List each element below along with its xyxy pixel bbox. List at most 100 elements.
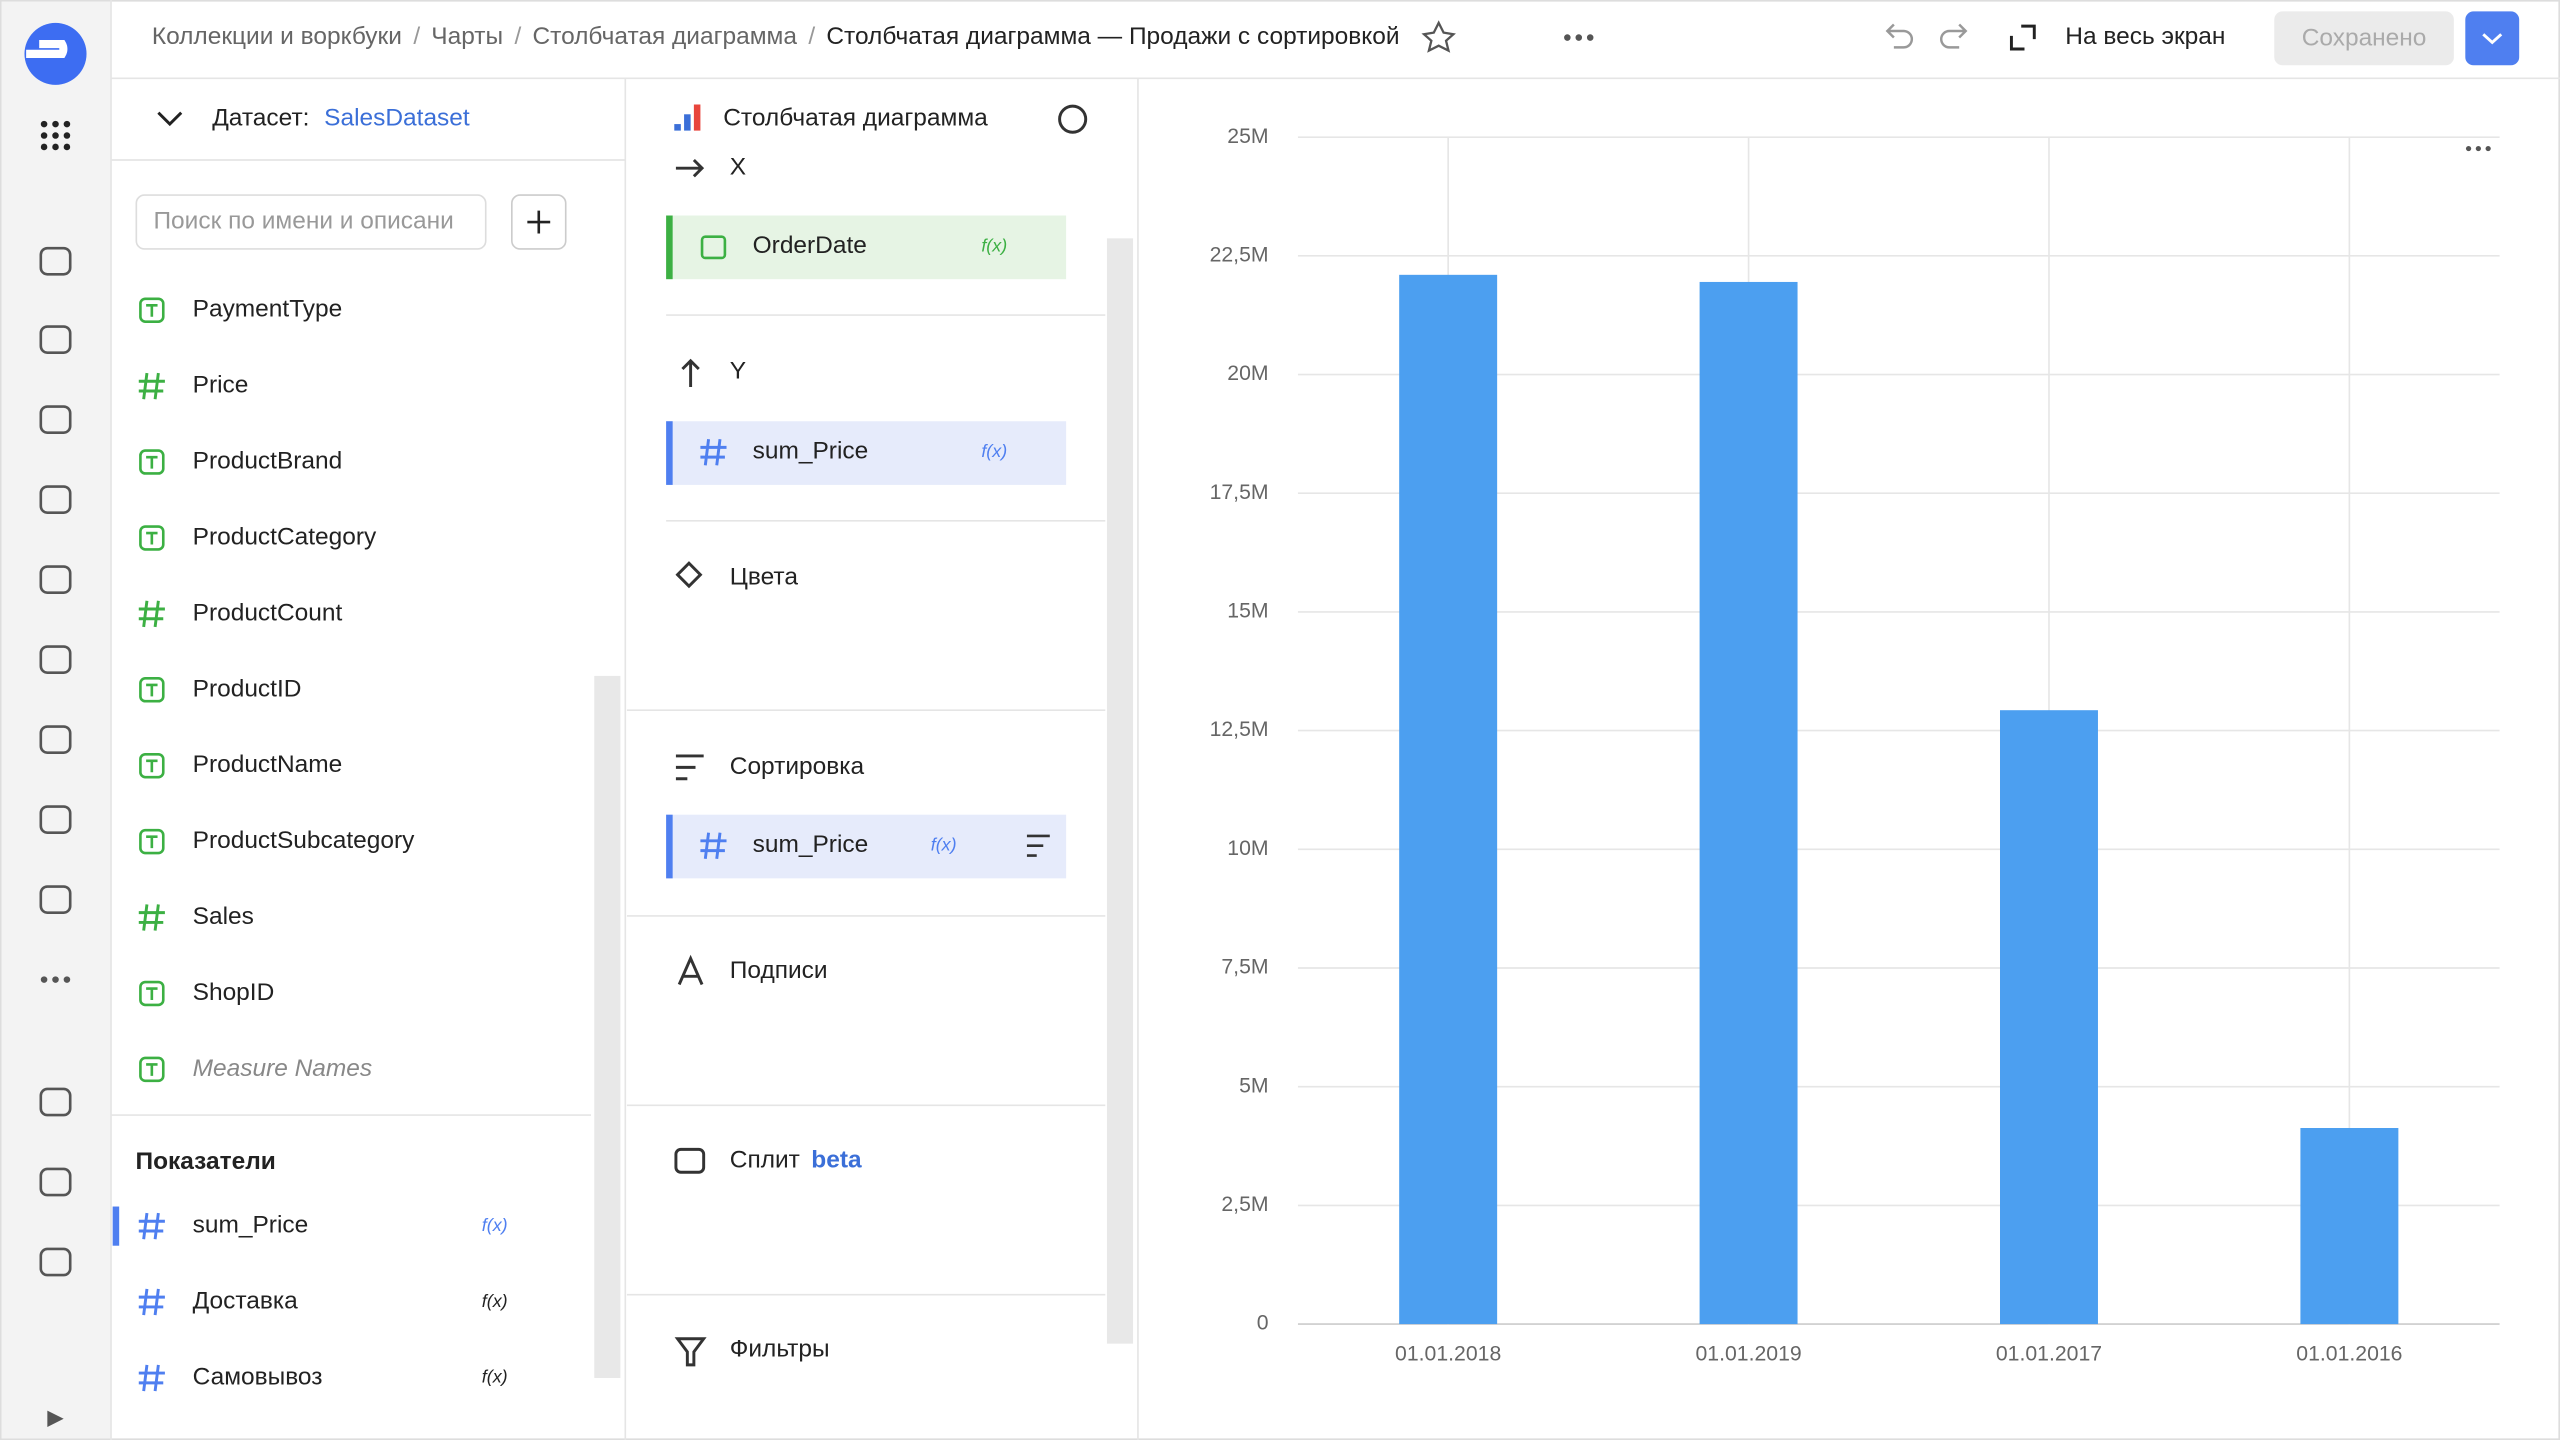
visualization-type[interactable]: Столбчатая диаграмма xyxy=(723,105,988,132)
chart-type-icon xyxy=(674,124,681,131)
nav-more xyxy=(40,976,48,983)
chart-menu[interactable] xyxy=(2485,145,2491,152)
section-title: Сплит xyxy=(730,1146,800,1173)
type-icon xyxy=(146,987,158,1000)
favorite-button[interactable] xyxy=(1421,20,1456,53)
section-icon xyxy=(675,754,704,781)
settings-button[interactable] xyxy=(1058,104,1088,134)
nav-icon[interactable] xyxy=(39,1087,72,1117)
chart-menu[interactable] xyxy=(2475,145,2481,152)
more-button[interactable] xyxy=(1575,34,1583,41)
type-icon xyxy=(146,835,158,849)
type-icon xyxy=(138,904,165,931)
section-icon xyxy=(675,158,705,178)
more-button[interactable] xyxy=(1586,34,1594,41)
chart-menu[interactable] xyxy=(2465,145,2472,152)
section-icon xyxy=(677,954,704,986)
nav-icon[interactable] xyxy=(39,565,72,594)
formula-badge: f(x) xyxy=(482,1367,508,1387)
type-icon xyxy=(139,1056,165,1083)
breadcrumb[interactable]: Столбчатая диаграмма xyxy=(532,23,797,50)
nav-more xyxy=(52,976,59,983)
nav-icon[interactable] xyxy=(39,485,72,514)
nav-more xyxy=(63,976,71,983)
y-tick-label: 15M xyxy=(1227,600,1268,623)
field-chip-edge xyxy=(666,215,673,280)
type-icon xyxy=(139,449,165,475)
y-tick-label: 22,5M xyxy=(1210,243,1269,266)
field-chip-label: sum_Price xyxy=(753,438,869,465)
field-chip[interactable] xyxy=(666,215,1067,280)
type-icon xyxy=(146,683,158,697)
measures-title: Показатели xyxy=(136,1148,276,1175)
field-chip[interactable] xyxy=(666,814,1067,879)
field-chip-label: sum_Price xyxy=(753,831,869,858)
section-title: Y xyxy=(730,358,746,385)
selected-marker xyxy=(112,1206,120,1246)
search-input[interactable] xyxy=(135,194,487,250)
breadcrumb[interactable]: Коллекции и воркбуки xyxy=(152,23,402,50)
breadcrumb[interactable]: Чарты xyxy=(431,23,503,50)
dimension-field[interactable]: ProductID xyxy=(193,675,302,702)
type-icon xyxy=(146,303,158,317)
type-icon xyxy=(139,677,165,703)
sort-direction-icon[interactable] xyxy=(1026,834,1050,857)
fullscreen-icon[interactable] xyxy=(2009,24,2036,51)
redo-button[interactable] xyxy=(1940,23,1968,49)
measure-field[interactable]: Самовывоз xyxy=(193,1363,323,1390)
fullscreen-button[interactable]: На весь экран xyxy=(2065,23,2225,50)
x-tick-label: 01.01.2018 xyxy=(1395,1343,1501,1366)
save-menu-button[interactable] xyxy=(2465,11,2520,66)
x-tick-label: 01.01.2016 xyxy=(2296,1343,2402,1366)
type-icon xyxy=(700,832,727,859)
y-tick-label: 20M xyxy=(1227,362,1268,385)
nav-icon[interactable] xyxy=(39,725,72,754)
nav-icon[interactable] xyxy=(39,325,72,354)
dimension-field[interactable]: ShopID xyxy=(193,979,275,1006)
chart-type-icon xyxy=(684,114,691,131)
x-tick-label: 01.01.2019 xyxy=(1695,1343,1801,1366)
bar xyxy=(1699,281,1798,1325)
nav-icon[interactable] xyxy=(39,645,72,674)
dimension-field[interactable]: ProductCategory xyxy=(193,523,377,550)
more-button[interactable] xyxy=(1564,34,1571,41)
nav-icon[interactable] xyxy=(39,405,72,434)
type-icon xyxy=(138,1364,165,1392)
breadcrumb-separator: / xyxy=(808,23,815,50)
dataset-name[interactable]: SalesDataset xyxy=(324,105,470,132)
field-chip[interactable] xyxy=(666,421,1067,485)
dimension-field[interactable]: Sales xyxy=(193,903,254,930)
section-icon xyxy=(674,1337,707,1367)
dataset-label: Датасет: xyxy=(212,105,309,132)
save-button[interactable] xyxy=(2274,11,2454,66)
type-icon xyxy=(146,759,158,773)
y-tick-label: 25M xyxy=(1227,125,1268,148)
type-icon xyxy=(139,828,165,855)
nav-icon[interactable] xyxy=(39,1167,72,1197)
logo-mark xyxy=(26,39,68,58)
apps-icon xyxy=(63,132,71,139)
split-icon xyxy=(674,1147,706,1174)
nav-icon[interactable] xyxy=(39,246,72,276)
nav-icon[interactable] xyxy=(39,885,72,914)
section-icon xyxy=(675,561,703,589)
dimension-field[interactable]: ProductName xyxy=(193,751,343,778)
type-icon xyxy=(139,980,165,1007)
measure-field[interactable]: sum_Price xyxy=(193,1212,309,1239)
dimension-field[interactable]: PaymentType xyxy=(193,296,343,323)
undo-button[interactable] xyxy=(1885,23,1913,49)
measure-field[interactable]: Доставка xyxy=(193,1288,298,1315)
nav-expand xyxy=(47,1410,64,1427)
collapse-icon[interactable] xyxy=(157,111,183,127)
nav-icon[interactable] xyxy=(39,805,72,834)
dimension-field[interactable]: ProductCount xyxy=(193,599,343,626)
dimension-field[interactable]: Measure Names xyxy=(193,1055,373,1082)
section-title: Цвета xyxy=(730,563,799,590)
breadcrumb-separator: / xyxy=(413,23,420,50)
dimension-field[interactable]: ProductSubcategory xyxy=(193,827,415,854)
nav-icon[interactable] xyxy=(39,1247,72,1277)
dimension-field[interactable]: Price xyxy=(193,372,249,399)
dimension-field[interactable]: ProductBrand xyxy=(193,448,343,475)
scrollbar xyxy=(594,675,621,1378)
y-tick-label: 17,5M xyxy=(1210,481,1269,504)
